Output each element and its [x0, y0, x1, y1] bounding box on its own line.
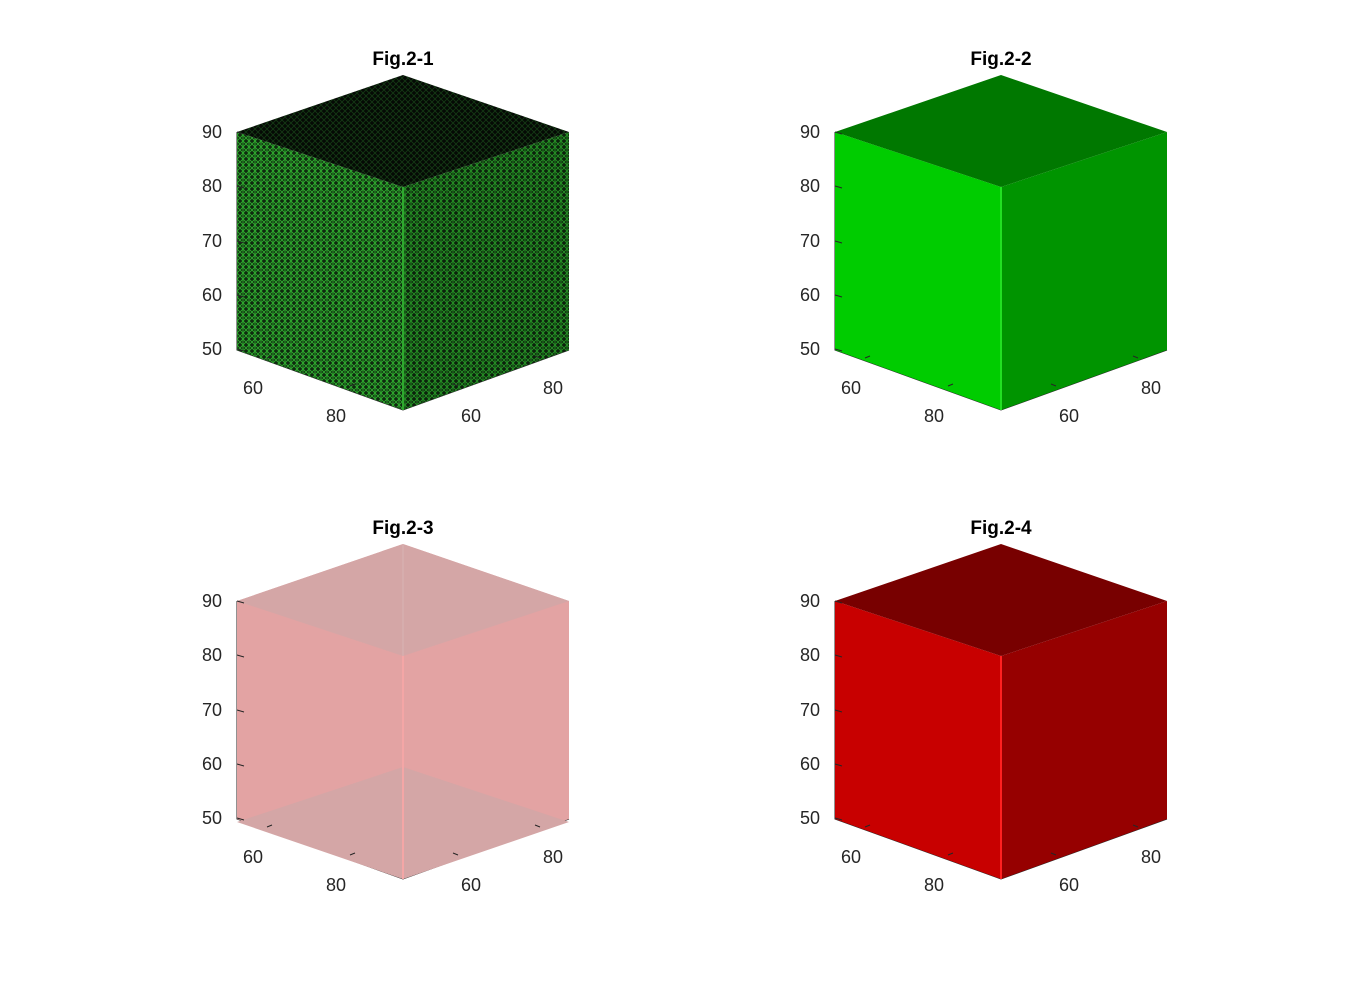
z-tick-mark [834, 654, 843, 658]
x-tick-mark [349, 383, 356, 387]
z-tick-label: 90 [202, 591, 222, 611]
z-tick-mark [236, 654, 245, 658]
z-tick-mark [236, 240, 245, 244]
z-tick-label: 80 [800, 176, 820, 196]
z-tick-mark [236, 817, 245, 821]
x-tick-mark [266, 824, 273, 828]
y-tick-label: 80 [543, 847, 563, 867]
z-tick-label: 80 [202, 645, 222, 665]
y-tick-mark [534, 355, 541, 359]
z-tick-label: 60 [800, 754, 820, 774]
cube-right-face [1001, 601, 1167, 879]
z-tick-mark [236, 348, 245, 352]
z-tick-mark [834, 709, 843, 713]
x-tick-mark [349, 852, 356, 856]
z-tick-mark [834, 348, 843, 352]
y-tick-label: 80 [1141, 847, 1161, 867]
cube-left-face [835, 132, 1001, 410]
subplot-title: Fig.2-3 [372, 518, 433, 539]
z-tick-mark [236, 294, 245, 298]
subplot-4: Fig.2-4 90 80 70 60 50 60 80 60 80 [800, 518, 1168, 895]
z-tick-label: 70 [202, 231, 222, 251]
y-tick-label: 80 [543, 378, 563, 398]
cube-top-face [835, 544, 1167, 656]
subplot-2: Fig.2-2 90 80 70 60 50 60 80 60 80 [800, 49, 1168, 426]
subplot-3: Fig.2-3 90 80 70 60 50 60 80 60 80 [202, 518, 570, 895]
x-tick-mark [266, 355, 273, 359]
x-tick-label: 60 [243, 847, 263, 867]
z-tick-mark [236, 600, 245, 604]
z-tick-mark [834, 817, 843, 821]
cube-left-face [237, 132, 403, 410]
cube-top-face [835, 75, 1167, 187]
z-tick-label: 60 [202, 754, 222, 774]
z-tick-label: 70 [800, 231, 820, 251]
z-tick-mark [834, 294, 843, 298]
y-tick-mark [534, 824, 541, 828]
subplot-title: Fig.2-4 [970, 518, 1032, 539]
x-tick-label: 80 [326, 406, 346, 426]
x-tick-label: 60 [841, 378, 861, 398]
z-tick-label: 50 [800, 808, 820, 828]
y-tick-mark [1050, 852, 1057, 856]
z-tick-label: 90 [202, 122, 222, 142]
y-tick-label: 60 [461, 875, 481, 895]
x-tick-label: 60 [243, 378, 263, 398]
y-tick-mark [452, 852, 459, 856]
x-tick-mark [864, 824, 871, 828]
z-tick-mark [834, 600, 843, 604]
y-tick-label: 60 [1059, 406, 1079, 426]
z-tick-label: 50 [202, 808, 222, 828]
subplot-title: Fig.2-2 [970, 49, 1031, 70]
z-tick-label: 80 [800, 645, 820, 665]
z-tick-label: 50 [800, 339, 820, 359]
y-tick-label: 80 [1141, 378, 1161, 398]
z-tick-mark [834, 185, 843, 189]
z-tick-mark [834, 131, 843, 135]
z-tick-mark [236, 131, 245, 135]
z-tick-mark [236, 763, 245, 767]
y-tick-mark [1132, 355, 1139, 359]
x-tick-mark [947, 383, 954, 387]
x-tick-mark [947, 852, 954, 856]
z-tick-mark [834, 240, 843, 244]
z-tick-mark [236, 185, 245, 189]
x-tick-mark [864, 355, 871, 359]
z-tick-label: 60 [800, 285, 820, 305]
cube-left-face [835, 601, 1001, 879]
z-tick-label: 70 [202, 700, 222, 720]
x-tick-label: 80 [924, 875, 944, 895]
y-tick-mark [1132, 824, 1139, 828]
z-tick-label: 50 [202, 339, 222, 359]
x-tick-label: 80 [924, 406, 944, 426]
z-tick-label: 80 [202, 176, 222, 196]
subplot-1: Fig.2-1 90 80 70 60 50 60 80 60 80 [202, 49, 570, 426]
z-tick-label: 90 [800, 591, 820, 611]
y-tick-label: 60 [461, 406, 481, 426]
z-tick-label: 70 [800, 700, 820, 720]
x-tick-label: 80 [326, 875, 346, 895]
cube-top-face [237, 75, 569, 187]
subplot-title: Fig.2-1 [372, 49, 434, 70]
y-tick-label: 60 [1059, 875, 1079, 895]
x-tick-label: 60 [841, 847, 861, 867]
z-tick-mark [834, 763, 843, 767]
z-tick-label: 60 [202, 285, 222, 305]
y-tick-mark [1050, 383, 1057, 387]
cube-right-face [403, 132, 569, 410]
y-tick-mark [452, 383, 459, 387]
cube-right-face [1001, 132, 1167, 410]
z-tick-label: 90 [800, 122, 820, 142]
z-tick-mark [236, 709, 245, 713]
